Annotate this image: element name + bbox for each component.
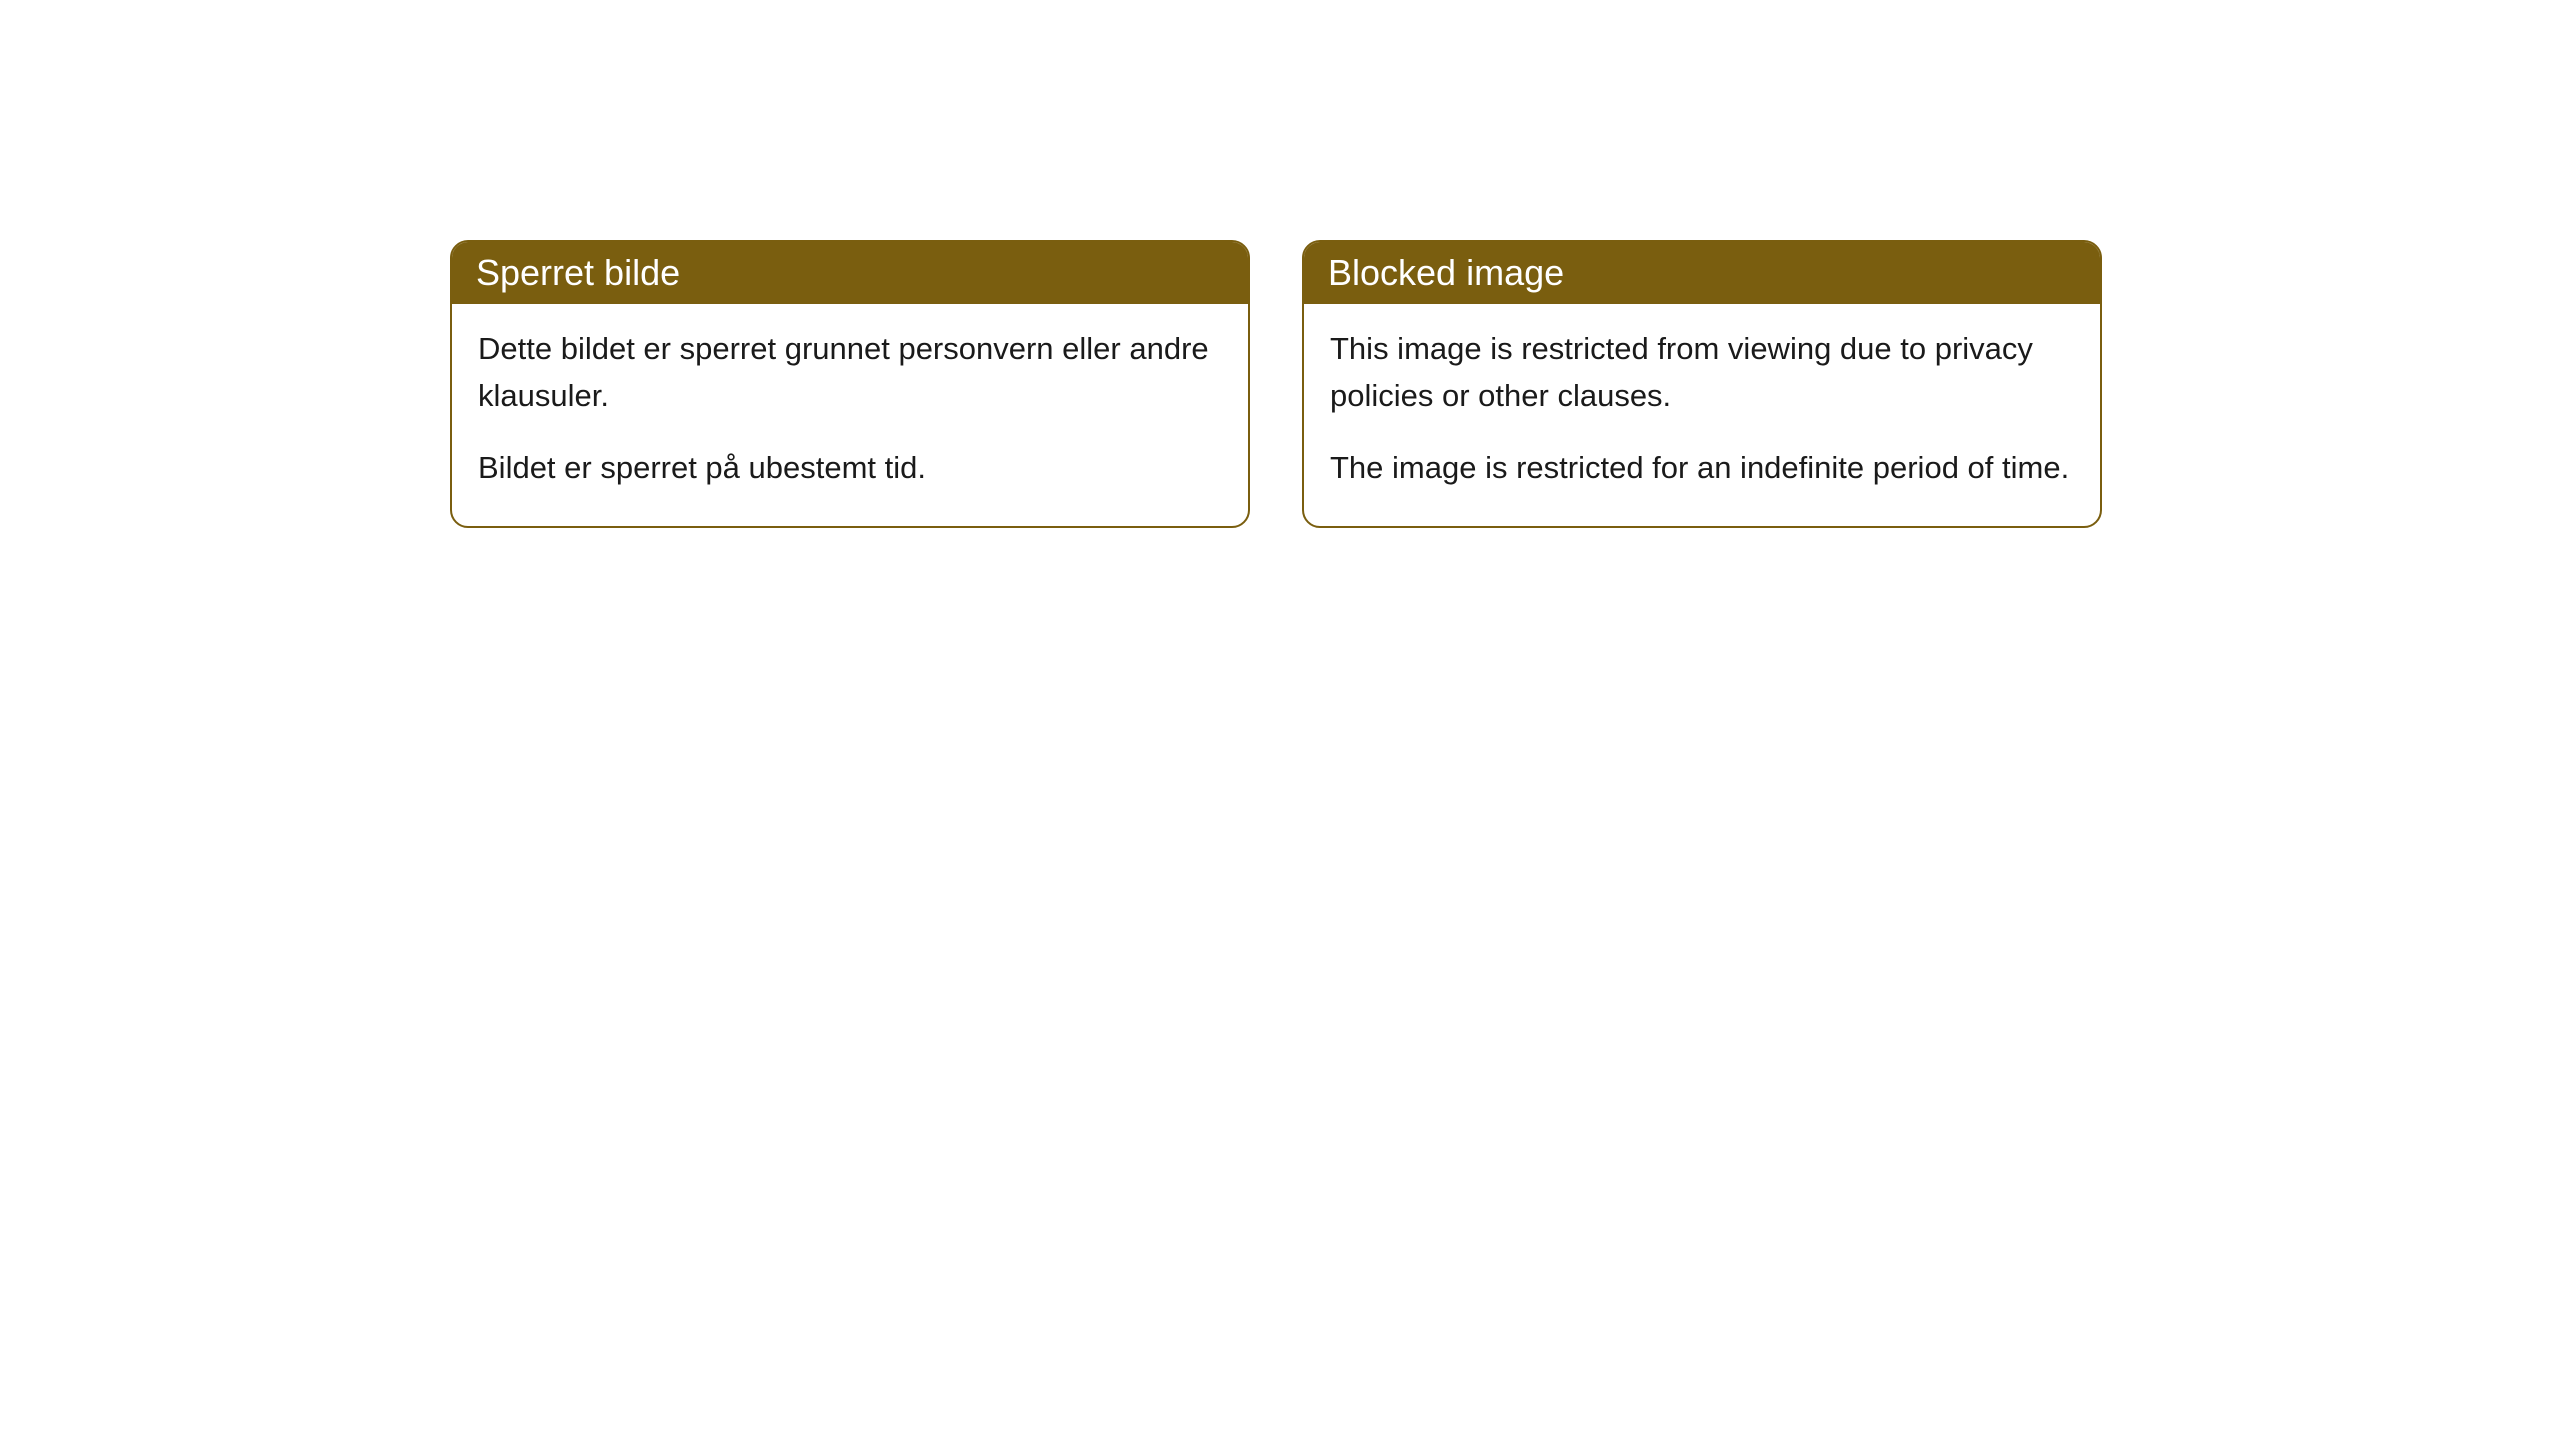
card-text-line: This image is restricted from viewing du…: [1330, 326, 2074, 419]
blocked-image-card-english: Blocked image This image is restricted f…: [1302, 240, 2102, 528]
card-text-line: Bildet er sperret på ubestemt tid.: [478, 445, 1222, 492]
card-title: Sperret bilde: [452, 242, 1248, 304]
card-text-line: Dette bildet er sperret grunnet personve…: [478, 326, 1222, 419]
card-text-line: The image is restricted for an indefinit…: [1330, 445, 2074, 492]
card-container: Sperret bilde Dette bildet er sperret gr…: [450, 240, 2102, 528]
blocked-image-card-norwegian: Sperret bilde Dette bildet er sperret gr…: [450, 240, 1250, 528]
card-body: Dette bildet er sperret grunnet personve…: [452, 304, 1248, 526]
card-body: This image is restricted from viewing du…: [1304, 304, 2100, 526]
card-title: Blocked image: [1304, 242, 2100, 304]
